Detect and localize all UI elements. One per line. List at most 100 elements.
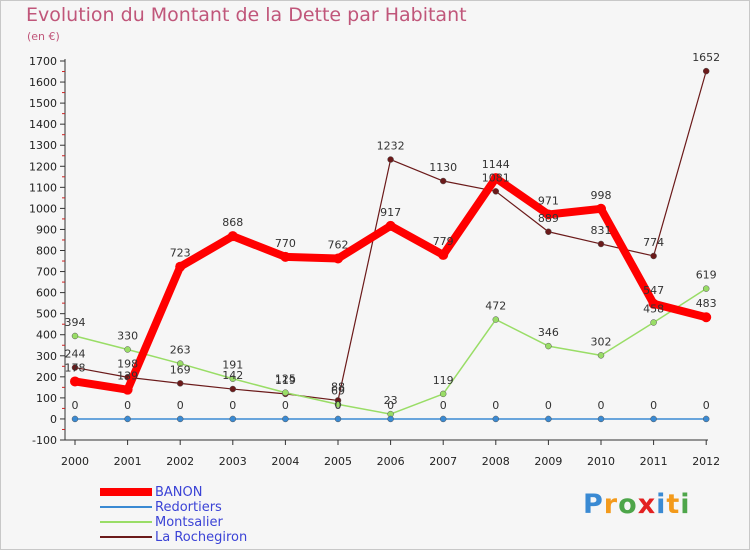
x-tick-label: 2008 bbox=[482, 455, 510, 468]
x-tick-label: 2010 bbox=[587, 455, 615, 468]
data-label-montsalier: 458 bbox=[643, 303, 664, 316]
data-label-montsalier: 394 bbox=[65, 316, 86, 329]
data-point-redortiers bbox=[282, 415, 289, 423]
data-label-montsalier: 23 bbox=[384, 394, 398, 407]
legend-label: BANON bbox=[155, 485, 203, 500]
data-point-redortiers bbox=[334, 415, 342, 423]
data-point-montsalier bbox=[597, 352, 605, 359]
data-label-la-rochegiron: 1081 bbox=[482, 171, 510, 184]
data-point-montsalier bbox=[71, 332, 79, 340]
data-label-banon: 483 bbox=[696, 297, 717, 310]
x-tick-label: 2003 bbox=[219, 455, 247, 468]
data-label-la-rochegiron: 1652 bbox=[692, 51, 720, 64]
y-tick-label: 400 bbox=[36, 329, 57, 342]
y-tick-label: 1100 bbox=[29, 181, 57, 194]
data-label-redortiers: 0 bbox=[703, 399, 710, 412]
proxiti-logo: Proxiti bbox=[583, 489, 691, 520]
y-tick-label: 300 bbox=[36, 350, 57, 363]
x-tick-label: 2002 bbox=[166, 455, 194, 468]
data-label-la-rochegiron: 88 bbox=[331, 380, 345, 393]
data-label-redortiers: 0 bbox=[492, 399, 499, 412]
data-point-redortiers bbox=[650, 415, 657, 423]
data-label-la-rochegiron: 831 bbox=[591, 224, 612, 237]
data-point-banon bbox=[175, 261, 186, 272]
data-point-montsalier bbox=[282, 389, 289, 396]
legend-label: Redortiers bbox=[155, 500, 222, 515]
y-tick-label: 500 bbox=[36, 308, 57, 321]
data-label-banon: 547 bbox=[643, 284, 664, 297]
data-label-la-rochegiron: 774 bbox=[643, 236, 664, 249]
y-tick-label: 0 bbox=[50, 413, 57, 426]
data-label-montsalier: 302 bbox=[591, 335, 612, 348]
data-point-redortiers bbox=[229, 415, 237, 423]
y-tick-label: 1400 bbox=[29, 118, 57, 131]
logo-letter: i bbox=[680, 489, 691, 520]
data-point-redortiers bbox=[124, 415, 131, 423]
legend-swatch bbox=[100, 506, 152, 508]
data-point-banon bbox=[648, 298, 659, 309]
data-label-la-rochegiron: 198 bbox=[117, 357, 138, 370]
data-label-banon: 917 bbox=[380, 206, 401, 219]
data-point-la-rochegiron bbox=[387, 156, 394, 163]
data-point-banon bbox=[227, 231, 238, 242]
data-label-banon: 779 bbox=[433, 235, 454, 248]
data-point-la-rochegiron bbox=[545, 228, 552, 236]
legend-swatch bbox=[100, 488, 152, 496]
data-point-montsalier bbox=[176, 360, 184, 367]
x-tick-label: 2011 bbox=[640, 455, 668, 468]
data-point-la-rochegiron bbox=[597, 240, 605, 248]
data-point-montsalier bbox=[702, 285, 710, 292]
y-tick-label: 1300 bbox=[29, 139, 57, 152]
x-tick-label: 2009 bbox=[534, 455, 562, 468]
data-point-la-rochegiron bbox=[229, 385, 237, 393]
legend-swatch bbox=[100, 536, 152, 538]
x-tick-label: 2001 bbox=[114, 455, 142, 468]
data-label-la-rochegiron: 119 bbox=[275, 374, 296, 387]
data-label-redortiers: 0 bbox=[229, 399, 236, 412]
data-label-banon: 770 bbox=[275, 237, 296, 250]
data-point-banon bbox=[122, 384, 133, 395]
data-label-montsalier: 619 bbox=[696, 269, 717, 282]
data-label-redortiers: 0 bbox=[282, 399, 289, 412]
data-label-banon: 998 bbox=[591, 189, 612, 202]
data-label-redortiers: 0 bbox=[72, 399, 79, 412]
data-label-redortiers: 0 bbox=[335, 399, 342, 412]
y-tick-label: 1000 bbox=[29, 202, 57, 215]
data-label-la-rochegiron: 244 bbox=[65, 348, 86, 361]
data-point-redortiers bbox=[71, 415, 79, 423]
logo-letter: o bbox=[618, 489, 638, 520]
data-point-montsalier bbox=[545, 342, 552, 350]
logo-letter: r bbox=[603, 489, 619, 520]
data-point-redortiers bbox=[702, 415, 710, 423]
data-point-banon bbox=[385, 220, 396, 231]
x-tick-label: 2004 bbox=[271, 455, 299, 468]
data-label-redortiers: 0 bbox=[124, 399, 131, 412]
data-point-banon bbox=[701, 312, 712, 323]
y-tick-label: 1500 bbox=[29, 97, 57, 110]
data-point-banon bbox=[596, 203, 606, 214]
data-point-la-rochegiron bbox=[702, 67, 710, 75]
logo-letter: i bbox=[656, 489, 667, 520]
y-tick-label: 1600 bbox=[29, 76, 57, 89]
data-point-banon bbox=[490, 173, 501, 184]
data-label-montsalier: 330 bbox=[117, 329, 138, 342]
data-label-redortiers: 0 bbox=[650, 399, 657, 412]
data-point-la-rochegiron bbox=[492, 188, 500, 195]
data-point-la-rochegiron bbox=[650, 252, 657, 260]
data-point-montsalier bbox=[492, 316, 500, 323]
data-label-redortiers: 0 bbox=[177, 399, 184, 412]
data-label-la-rochegiron: 1232 bbox=[377, 140, 405, 153]
data-label-la-rochegiron: 889 bbox=[538, 212, 559, 225]
x-tick-label: 2007 bbox=[429, 455, 457, 468]
logo-letter: x bbox=[637, 489, 657, 520]
logo-letter: P bbox=[583, 489, 604, 520]
data-label-banon: 1144 bbox=[482, 158, 510, 171]
y-tick-label: 200 bbox=[36, 371, 57, 384]
y-tick-label: 900 bbox=[36, 223, 57, 236]
data-label-la-rochegiron: 1130 bbox=[429, 161, 457, 174]
data-point-la-rochegiron bbox=[71, 364, 79, 371]
data-label-redortiers: 0 bbox=[545, 399, 552, 412]
x-tick-label: 2005 bbox=[324, 455, 352, 468]
